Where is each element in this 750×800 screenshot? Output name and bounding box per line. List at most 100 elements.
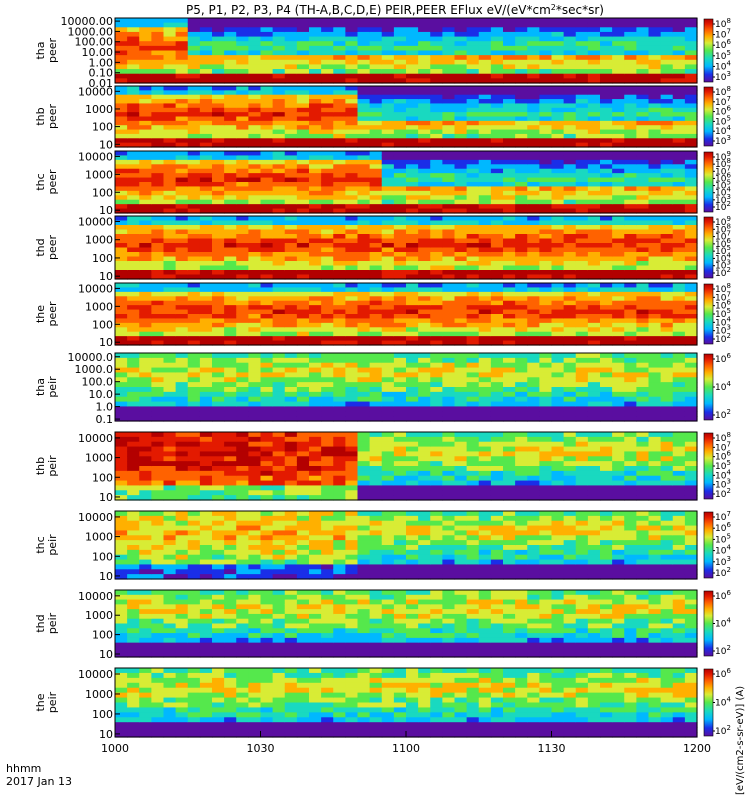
spectrogram-cell xyxy=(612,340,625,346)
spectrogram-cell xyxy=(660,265,674,271)
spectrogram-cell xyxy=(236,466,249,472)
spectrogram-cell xyxy=(418,103,431,109)
spectrogram-cell xyxy=(454,300,468,306)
spectrogram-cell xyxy=(187,190,201,196)
spectrogram-cell xyxy=(175,525,189,532)
spectrogram-cell xyxy=(418,331,431,337)
spectrogram-cell xyxy=(272,225,286,231)
spectrogram-cell xyxy=(163,446,177,453)
spectrogram-cell xyxy=(115,265,128,271)
spectrogram-cell xyxy=(187,391,201,398)
spectrogram-cell xyxy=(248,480,262,487)
spectrogram-cell xyxy=(284,396,298,403)
spectrogram-cell xyxy=(490,318,504,324)
spectrogram-cell xyxy=(272,396,286,403)
spectrogram-cell xyxy=(345,283,359,289)
spectrogram-cell xyxy=(345,252,359,258)
spectrogram-cell xyxy=(563,327,577,333)
spectrogram-cell xyxy=(406,456,419,462)
spectrogram-cell xyxy=(478,331,492,337)
spectrogram-cell xyxy=(660,204,674,210)
spectrogram-cell xyxy=(139,112,152,118)
spectrogram-cell xyxy=(187,441,201,448)
spectrogram-cell xyxy=(454,142,468,148)
spectrogram-cell xyxy=(345,461,359,467)
spectrogram-cell xyxy=(212,411,225,417)
spectrogram-cell xyxy=(163,432,177,438)
spectrogram-cell xyxy=(539,367,553,374)
spectrogram-cell xyxy=(672,475,686,482)
spectrogram-cell xyxy=(636,382,650,388)
spectrogram-cell xyxy=(430,495,443,501)
spectrogram-cell xyxy=(309,155,322,161)
spectrogram-cell xyxy=(503,195,516,201)
spectrogram-cell xyxy=(296,112,310,118)
spectrogram-cell xyxy=(272,287,286,293)
spectrogram-cell xyxy=(127,535,140,541)
spectrogram-cell xyxy=(139,116,152,122)
spectrogram-cell xyxy=(406,270,419,276)
spectrogram-cell xyxy=(357,261,371,267)
spectrogram-cell xyxy=(139,45,152,52)
spectrogram-cell xyxy=(333,55,346,61)
spectrogram-cell xyxy=(175,55,189,61)
spectrogram-cell xyxy=(624,261,637,267)
colorbar-tick-label: 109 xyxy=(715,215,731,228)
spectrogram-cell xyxy=(236,314,249,320)
y-tick-label: 10.00 xyxy=(82,46,114,59)
panel-frame xyxy=(114,17,698,84)
spectrogram-cell xyxy=(224,186,237,192)
spectrogram-cell xyxy=(345,27,359,33)
spectrogram-cell xyxy=(539,50,553,56)
spectrogram-cell xyxy=(503,168,516,174)
spectrogram-cell xyxy=(139,265,152,271)
spectrogram-cell xyxy=(139,86,152,91)
spectrogram-cell xyxy=(600,50,613,56)
spectrogram-cell xyxy=(260,265,274,271)
spectrogram-cell xyxy=(260,411,274,417)
spectrogram-cell xyxy=(600,296,613,302)
spectrogram-cell xyxy=(466,116,480,122)
colorbar-tick-label: 106 xyxy=(715,352,731,365)
spectrogram-cell xyxy=(309,234,322,240)
spectrogram-cell xyxy=(648,159,662,165)
spectrogram-cell xyxy=(515,125,528,131)
spectrogram-cell xyxy=(236,362,249,369)
spectrogram-cell xyxy=(357,480,371,487)
spectrogram-cell xyxy=(284,186,298,192)
spectrogram-cell xyxy=(284,406,298,412)
spectrogram-cell xyxy=(466,177,480,183)
spectrogram-cell xyxy=(260,243,274,249)
spectrogram-cell xyxy=(684,199,698,205)
spectrogram-cell xyxy=(139,225,152,231)
spectrogram-cell xyxy=(624,470,637,477)
spectrogram-cell xyxy=(115,195,128,201)
spectrogram-cell xyxy=(175,22,189,28)
spectrogram-cell xyxy=(272,190,286,196)
spectrogram-cell xyxy=(199,69,213,75)
spectrogram-cell xyxy=(175,456,189,462)
spectrogram-cell xyxy=(139,204,152,210)
spectrogram-cell xyxy=(612,252,625,258)
spectrogram-cell xyxy=(551,229,565,235)
spectrogram-cell xyxy=(260,229,274,235)
spectrogram-cell xyxy=(393,446,407,453)
spectrogram-cell xyxy=(454,456,468,462)
spectrogram-cell xyxy=(236,86,249,91)
spectrogram-cell xyxy=(333,291,346,297)
spectrogram-cell xyxy=(127,78,140,84)
spectrogram-cell xyxy=(539,461,553,467)
spectrogram-cell xyxy=(600,387,613,393)
colorbar-tick-label: 103 xyxy=(715,134,731,147)
spectrogram-cell xyxy=(115,247,128,253)
spectrogram-cell xyxy=(115,432,128,438)
spectrogram-cell xyxy=(624,177,637,183)
spectrogram-cell xyxy=(503,480,516,487)
spectrogram-cell xyxy=(393,291,407,297)
spectrogram-cell xyxy=(624,305,637,311)
spectrogram-cell xyxy=(236,441,249,448)
spectrogram-cell xyxy=(406,436,419,443)
spectrogram-cell xyxy=(648,382,662,388)
spectrogram-cell xyxy=(575,300,589,306)
spectrogram-cell xyxy=(563,94,577,100)
